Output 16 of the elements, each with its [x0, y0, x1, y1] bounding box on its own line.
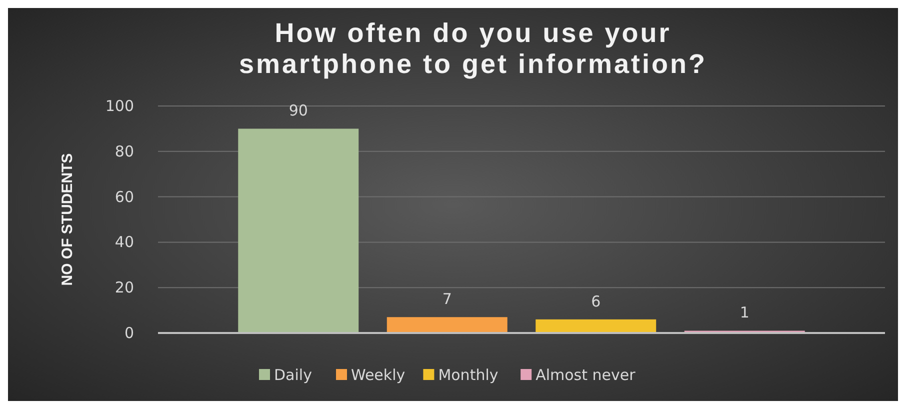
y-axis-title: NO OF STUDENTS	[59, 153, 76, 286]
legend-label: Monthly	[438, 366, 498, 384]
legend-label: Almost never	[536, 366, 636, 384]
y-tick-label: 20	[114, 278, 134, 297]
legend-label: Weekly	[351, 366, 406, 384]
data-label: 6	[591, 292, 601, 310]
y-tick-label: 0	[124, 324, 134, 342]
y-tick-label: 80	[114, 142, 134, 160]
y-tick-label: 60	[114, 188, 134, 206]
data-label: 90	[288, 102, 308, 120]
y-tick-label: 100	[105, 97, 134, 115]
y-tick-label: 40	[114, 233, 134, 252]
legend-label: Daily	[274, 366, 312, 384]
data-label: 7	[442, 290, 452, 308]
chart-title: How often do you use your smartphone to get information?	[239, 18, 707, 79]
data-label: 1	[740, 304, 750, 322]
